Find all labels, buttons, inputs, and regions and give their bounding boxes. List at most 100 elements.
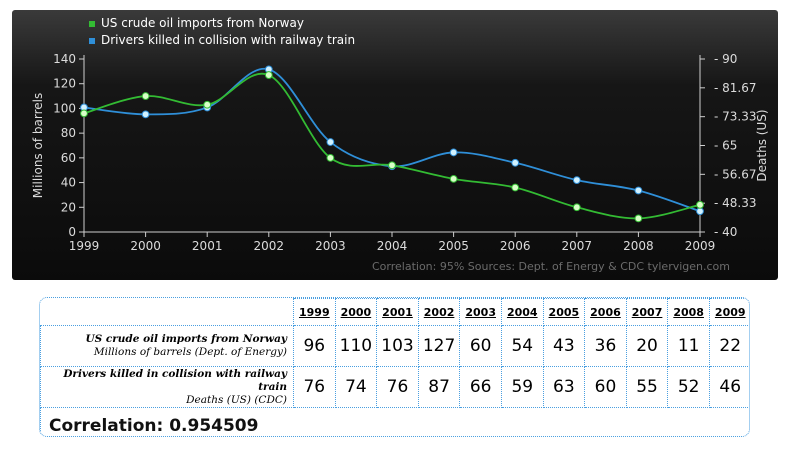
legend-label: Drivers killed in collision with railway… (101, 33, 355, 47)
y-tick-label-left: 0 (68, 225, 76, 239)
row-label: US crude oil imports from Norway Million… (40, 325, 294, 367)
year-header: 2001 (376, 298, 419, 326)
table-cell: 66 (459, 366, 502, 408)
y-tick-label-left: 140 (53, 52, 76, 66)
data-point (326, 153, 335, 162)
y-tick-label-left: 100 (53, 101, 76, 115)
table-cell: 63 (542, 366, 586, 408)
table-cell: 54 (500, 325, 544, 367)
data-point (696, 200, 704, 209)
data-point (264, 71, 273, 79)
table-cell: 36 (584, 325, 627, 367)
data-point (572, 176, 581, 185)
table-cell: 96 (293, 325, 336, 367)
table-cell: 87 (417, 366, 461, 408)
year-header: 2004 (500, 298, 544, 326)
year-header: 2002 (417, 298, 461, 326)
legend-swatch (89, 21, 95, 27)
table-row-correlation: Correlation: 0.954509 (40, 407, 749, 436)
y-tick-label-right: - 56.67 (714, 167, 757, 181)
year-header: 2007 (625, 298, 669, 326)
x-tick-label: 2009 (685, 239, 716, 253)
table-header-row: 1999 2000 2001 2002 2003 2004 2005 2006 … (40, 298, 749, 326)
x-tick-label: 2007 (562, 239, 593, 253)
x-tick-label: 2003 (315, 239, 346, 253)
table-row-oil-imports: US crude oil imports from Norway Million… (40, 325, 749, 367)
year-header: 2008 (667, 298, 710, 326)
y-tick-label-left: 120 (53, 77, 76, 91)
table-cell: 11 (667, 325, 710, 367)
data-point (203, 100, 212, 109)
x-tick-label: 2006 (500, 239, 531, 253)
legend-swatch (89, 38, 95, 44)
row-label-title: Drivers killed in collision with railway… (63, 367, 287, 393)
table-cell: 76 (376, 366, 419, 408)
row-label: Drivers killed in collision with railway… (40, 366, 294, 408)
data-table: 1999 2000 2001 2002 2003 2004 2005 2006 … (40, 298, 749, 436)
data-point (449, 174, 458, 183)
data-point (141, 110, 150, 119)
table-cell: 55 (625, 366, 669, 408)
y-tick-label-right: - 40 (714, 225, 737, 239)
y-tick-label-left: 60 (61, 151, 76, 165)
series-line-oil-imports (83, 72, 701, 220)
table-cell: 43 (542, 325, 586, 367)
y-tick-label-left: 20 (61, 200, 76, 214)
x-tick-label: 2005 (438, 239, 469, 253)
y-tick-label-right: - 48.33 (714, 196, 757, 210)
y-tick-label-right: - 73.33 (714, 110, 757, 124)
year-header: 2003 (459, 298, 502, 326)
row-label-title: US crude oil imports from Norway (85, 333, 287, 345)
x-tick-label: 2002 (254, 239, 285, 253)
year-header: 2000 (334, 298, 378, 326)
x-tick-label: 2004 (377, 239, 408, 253)
x-tick-label: 2001 (192, 239, 223, 253)
y-axis-title-left: Millions of barrels (31, 93, 45, 198)
row-label-source: Millions of barrels (Dept. of Energy) (93, 346, 287, 358)
table-cell: 22 (708, 325, 749, 367)
data-point (511, 158, 520, 167)
x-tick-label: 2008 (623, 239, 654, 253)
correlation-value: Correlation: 0.954509 (40, 407, 749, 436)
chart-panel: 0 20 40 60 80 100 120 140 - 40 - 48.33 - 56.67 - 65… (12, 10, 778, 280)
table-cell: 74 (334, 366, 378, 408)
year-header: 1999 (293, 298, 336, 326)
y-tick-label-right: - 65 (714, 139, 737, 153)
table-cell: 20 (625, 325, 669, 367)
table-cell: 60 (584, 366, 627, 408)
data-point (696, 207, 704, 216)
table-cell: 52 (667, 366, 710, 408)
y-axis-title-right: Deaths (US) (755, 109, 769, 181)
x-tick-label: 1999 (69, 239, 100, 253)
table-header-blank (40, 298, 294, 326)
table-cell: 60 (459, 325, 502, 367)
y-tick-label-left: 40 (61, 176, 76, 190)
y-tick-label-right: - 90 (714, 52, 737, 66)
data-point (634, 214, 643, 223)
table-cell: 59 (500, 366, 544, 408)
data-point (572, 203, 581, 212)
legend-label: US crude oil imports from Norway (101, 16, 304, 30)
row-label-source: Deaths (US) (CDC) (186, 393, 287, 406)
data-point (141, 92, 150, 100)
data-point (388, 161, 396, 170)
series-line-railway-deaths (83, 67, 701, 213)
data-point (449, 148, 458, 157)
data-point (326, 138, 335, 146)
year-header: 2006 (584, 298, 627, 326)
table-cell: 76 (293, 366, 336, 408)
data-table-container: 1999 2000 2001 2002 2003 2004 2005 2006 … (39, 297, 750, 437)
table-cell: 110 (334, 325, 378, 367)
chart-footer: Correlation: 95% Sources: Dept. of Energ… (372, 260, 730, 273)
year-header: 2005 (542, 298, 586, 326)
year-header: 2009 (708, 298, 749, 326)
data-point (634, 186, 643, 195)
x-tick-label: 2000 (130, 239, 161, 253)
table-cell: 46 (708, 366, 749, 408)
line-chart: 0 20 40 60 80 100 120 140 - 40 - 48.33 - 56.67 - 65… (31, 16, 769, 273)
y-tick-label-left: 80 (61, 126, 76, 140)
data-point (80, 109, 88, 118)
table-cell: 103 (376, 325, 419, 367)
y-tick-label-right: - 81.67 (714, 81, 757, 95)
table-row-railway-deaths: Drivers killed in collision with railway… (40, 366, 749, 408)
